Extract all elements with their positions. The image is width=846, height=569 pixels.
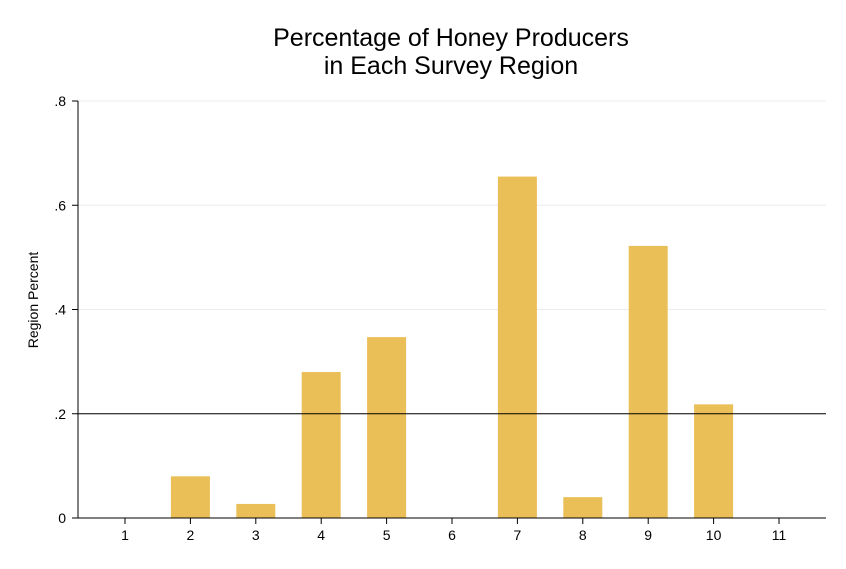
bar-9 [628,245,668,518]
x-tick-label: 4 [317,527,325,543]
bar-5 [367,337,407,518]
x-ticks: 1 2 3 4 5 6 7 8 9 10 11 [121,518,786,543]
y-ticks: 0 .2 .4 .6 .8 [54,93,78,526]
bars [170,176,734,519]
bar-4 [301,372,341,518]
x-tick-label: 6 [448,527,456,543]
y-tick-label: .6 [54,197,66,213]
bar-3 [236,503,276,518]
x-tick-label: 8 [579,527,587,543]
bar-7 [497,176,537,519]
chart-title-line-1: Percentage of Honey Producers [273,24,629,52]
gridlines [78,100,826,415]
bar-10 [694,404,734,518]
chart-title-line-2: in Each Survey Region [324,52,578,80]
y-tick-label: 0 [58,510,66,526]
x-tick-label: 3 [252,527,260,543]
y-tick-label: .4 [54,302,66,318]
bar-8 [563,497,603,518]
x-tick-label: 5 [383,527,391,543]
x-tick-label: 1 [121,527,129,543]
bar-2 [170,476,210,518]
x-tick-label: 11 [772,527,787,543]
y-tick-label: .2 [54,406,66,422]
y-axis-label: Region Percent [25,252,41,349]
x-tick-label: 9 [644,527,652,543]
x-tick-label: 7 [514,527,522,543]
x-tick-label: 10 [706,527,722,543]
x-tick-label: 2 [187,527,195,543]
y-tick-label: .8 [54,93,66,109]
